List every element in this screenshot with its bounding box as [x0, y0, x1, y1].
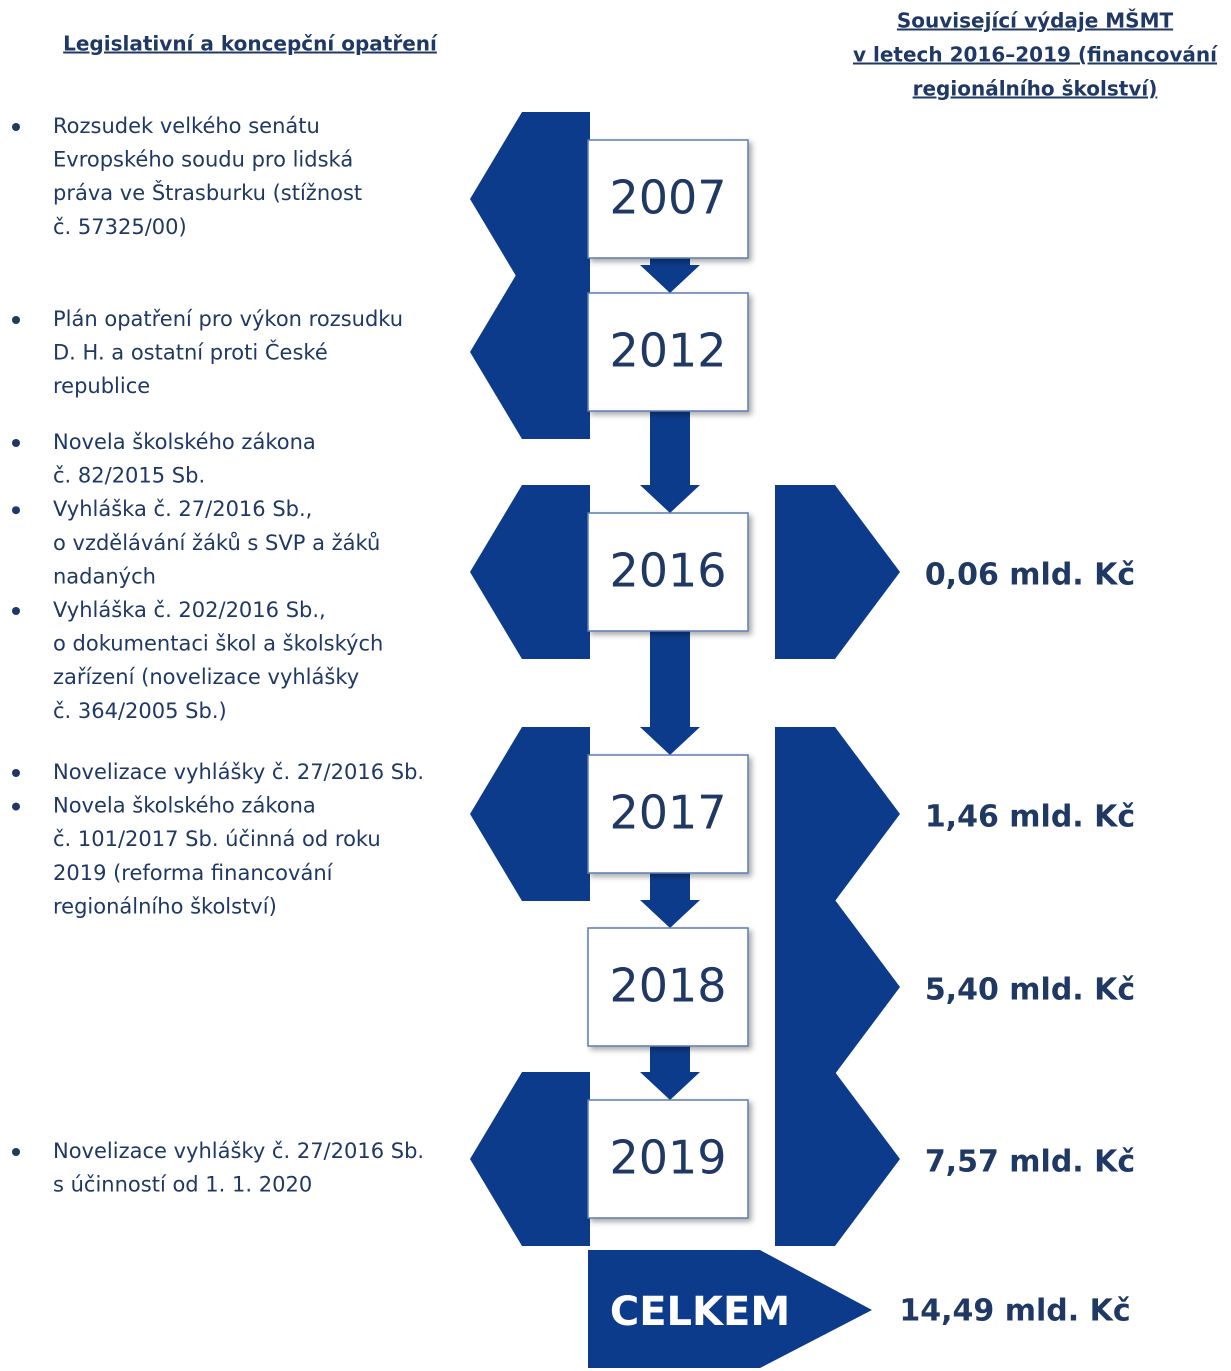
- right-header: v letech 2016–2019 (financování: [853, 43, 1218, 67]
- year-box: [587, 927, 749, 1047]
- year-label: 2019: [609, 1131, 726, 1185]
- right-arrow-shape: [775, 727, 900, 901]
- bullet: [12, 802, 20, 811]
- right-header: regionálního školství): [913, 77, 1158, 101]
- down-arrow: [640, 873, 700, 928]
- left-arrow-shape: [470, 485, 590, 659]
- bullet-text: č. 82/2015 Sb.: [53, 464, 205, 488]
- year-label: 2012: [609, 324, 726, 378]
- year-box: [587, 139, 749, 259]
- year-label: 2017: [609, 786, 726, 840]
- right-arrow-shape: [775, 485, 900, 659]
- year-box: [587, 292, 749, 412]
- left-arrow-shape: [470, 1072, 590, 1246]
- bullet-text: č. 364/2005 Sb.): [53, 699, 227, 723]
- amount: 0,06 mld. Kč: [925, 558, 1135, 593]
- year-label: 2016: [609, 544, 726, 598]
- down-arrow: [640, 258, 700, 293]
- bullet-text: Plán opatření pro výkon rozsudku: [53, 307, 403, 331]
- year-label: 2018: [609, 959, 726, 1013]
- bullet-text: Novela školského zákona: [53, 430, 316, 454]
- bullet-text: republice: [53, 374, 150, 398]
- bullet-text: Evropského soudu pro lidská: [53, 148, 353, 172]
- bullet-text: regionálního školství): [53, 894, 277, 918]
- left-arrow-shape: [470, 265, 590, 439]
- bullet-text: Vyhláška č. 202/2016 Sb.,: [53, 598, 326, 622]
- down-arrow: [640, 1046, 700, 1100]
- amount: 5,40 mld. Kč: [925, 973, 1135, 1008]
- bullet: [12, 439, 20, 447]
- bullet-text: č. 57325/00): [53, 215, 187, 239]
- bullet: [12, 506, 20, 515]
- bullet: [12, 123, 20, 131]
- bullet-text: Novelizace vyhlášky č. 27/2016 Sb.: [53, 760, 424, 784]
- down-arrow: [640, 631, 700, 755]
- bullet: [12, 769, 20, 777]
- bullet: [12, 607, 20, 615]
- year-label: 2007: [609, 171, 726, 225]
- right-arrow-shape: [775, 1072, 900, 1246]
- bullet-text: č. 101/2017 Sb. účinná od roku: [53, 827, 381, 851]
- left-arrow-shape: [470, 727, 590, 901]
- bullet-text: Vyhláška č. 27/2016 Sb.,: [53, 497, 312, 521]
- down-arrow: [640, 411, 700, 513]
- bullet-text: o dokumentaci škol a školských: [53, 632, 383, 656]
- total-shape: [588, 1250, 872, 1368]
- bullet: [12, 316, 20, 324]
- bullet-text: nadaných: [53, 564, 156, 588]
- bullet-text: o vzdělávání žáků s SVP a žáků: [53, 531, 380, 555]
- year-box: [587, 1099, 749, 1219]
- bullet-text: Rozsudek velkého senátu: [53, 114, 320, 138]
- left-header: Legislativní a koncepční opatření: [63, 32, 438, 56]
- right-header: Související výdaje MŠMT: [897, 9, 1174, 33]
- amount: 1,46 mld. Kč: [925, 800, 1135, 835]
- right-arrow-shape: [775, 900, 900, 1074]
- bullet-text: Novelizace vyhlášky č. 27/2016 Sb.: [53, 1139, 424, 1163]
- bullet-text: práva ve Štrasburku (stížnost: [53, 180, 362, 205]
- bullet-text: s účinností od 1. 1. 2020: [53, 1173, 312, 1197]
- bullet-text: Novela školského zákona: [53, 794, 316, 818]
- year-box: [587, 754, 749, 874]
- bullet-text: D. H. a ostatní proti České: [53, 340, 328, 365]
- total-amount: 14,49 mld. Kč: [899, 1294, 1130, 1329]
- total-label: CELKEM: [610, 1289, 790, 1335]
- bullet: [12, 1148, 20, 1156]
- year-box: [587, 512, 749, 632]
- bullet-text: zařízení (novelizace vyhlášky: [53, 665, 359, 689]
- amount: 7,57 mld. Kč: [925, 1145, 1135, 1180]
- left-arrow-shape: [470, 112, 590, 286]
- bullet-text: 2019 (reforma financování: [53, 861, 334, 885]
